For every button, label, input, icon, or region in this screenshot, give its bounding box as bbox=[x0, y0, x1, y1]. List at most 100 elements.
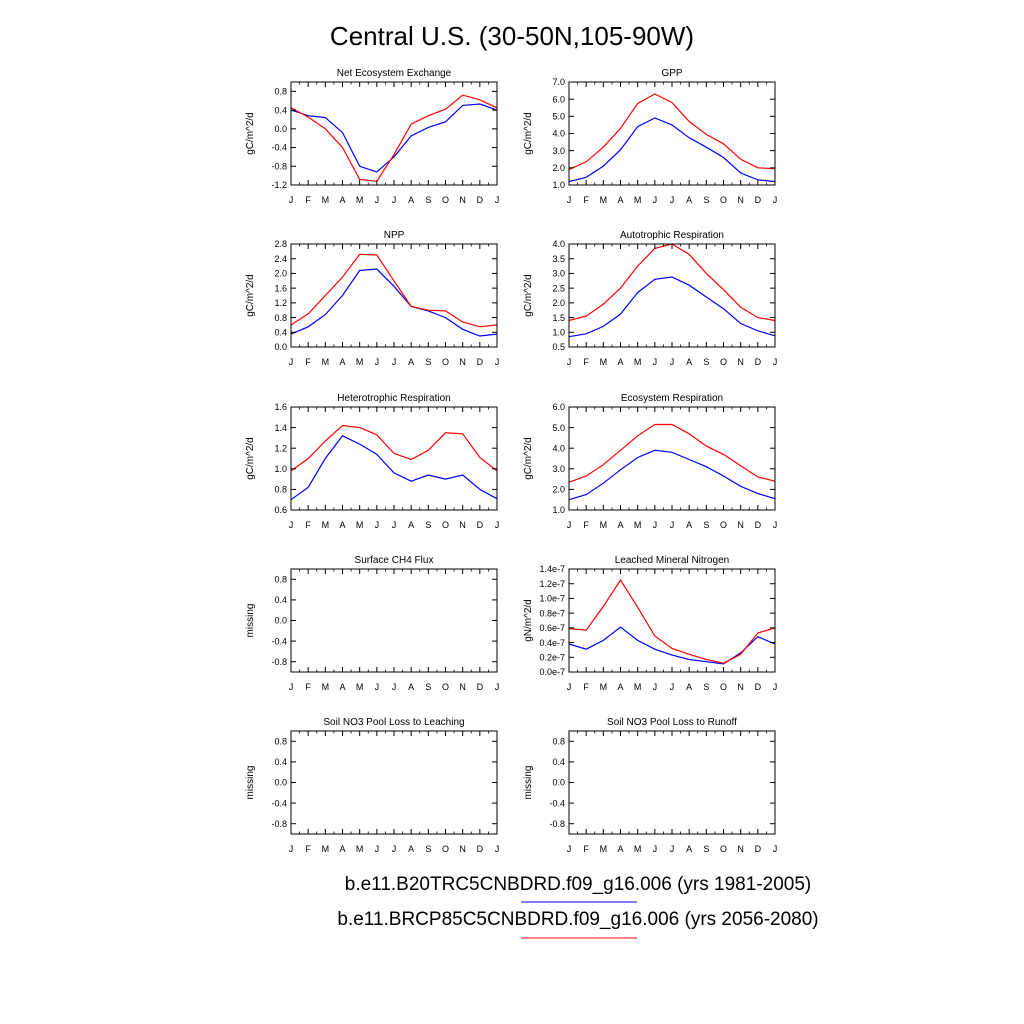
y-tick-label: 0.5 bbox=[552, 342, 565, 352]
y-tick-label: 0.8 bbox=[274, 87, 287, 97]
x-tick-label: D bbox=[755, 682, 762, 692]
x-tick-label: J bbox=[495, 844, 500, 854]
y-tick-label: 0.0e-7 bbox=[539, 667, 565, 677]
x-tick-label: O bbox=[720, 195, 727, 205]
x-tick-label: A bbox=[408, 357, 414, 367]
legend: b.e11.B20TRC5CNBDRD.f09_g16.006 (yrs 198… bbox=[337, 874, 819, 939]
y-tick-label: -0.8 bbox=[549, 819, 565, 829]
plot-frame bbox=[290, 730, 498, 835]
y-tick-label: 4.0 bbox=[552, 443, 565, 453]
x-tick-label: M bbox=[600, 682, 608, 692]
series-line-2 bbox=[568, 243, 776, 322]
series-line-1 bbox=[568, 276, 776, 338]
x-tick-label: J bbox=[289, 682, 294, 692]
y-axis-label: gC/m^2/d bbox=[523, 437, 534, 480]
x-tick-label: M bbox=[322, 195, 330, 205]
y-tick-label: 1.0e-7 bbox=[539, 594, 565, 604]
x-tick-label: M bbox=[322, 844, 330, 854]
panel-title: Heterotrophic Respiration bbox=[337, 393, 450, 404]
y-tick-label: -1.2 bbox=[271, 180, 287, 190]
x-tick-label: A bbox=[617, 195, 623, 205]
y-tick-label: 0.4 bbox=[274, 757, 287, 767]
x-tick-label: M bbox=[356, 195, 364, 205]
x-tick-label: O bbox=[442, 195, 449, 205]
x-tick-label: J bbox=[567, 195, 572, 205]
legend-label-2: b.e11.BRCP85C5CNBDRD.f09_g16.006 (yrs 20… bbox=[337, 909, 818, 930]
y-tick-label: -0.8 bbox=[271, 657, 287, 667]
x-tick-label: A bbox=[686, 682, 692, 692]
x-tick-label: N bbox=[459, 195, 466, 205]
x-tick-label: F bbox=[305, 844, 311, 854]
y-tick-label: 0.4 bbox=[274, 327, 287, 337]
y-axis-label: gC/m^2/d bbox=[523, 112, 534, 155]
x-tick-label: N bbox=[459, 520, 466, 530]
x-tick-label: J bbox=[289, 844, 294, 854]
y-tick-label: 4.0 bbox=[552, 129, 565, 139]
y-tick-label: -0.8 bbox=[271, 161, 287, 171]
x-tick-label: A bbox=[339, 357, 345, 367]
x-tick-label: M bbox=[600, 195, 608, 205]
y-tick-label: 0.6e-7 bbox=[539, 623, 565, 633]
y-tick-label: 3.0 bbox=[552, 464, 565, 474]
x-tick-label: O bbox=[442, 844, 449, 854]
x-tick-label: A bbox=[686, 195, 692, 205]
plot-frame bbox=[568, 730, 776, 835]
y-axis-label: missing bbox=[523, 766, 534, 800]
y-tick-label: 2.8 bbox=[274, 239, 287, 249]
x-tick-label: J bbox=[773, 195, 778, 205]
y-tick-label: 2.0 bbox=[552, 485, 565, 495]
panel-title: Ecosystem Respiration bbox=[621, 393, 723, 404]
x-tick-label: J bbox=[375, 682, 380, 692]
series-line-2 bbox=[568, 423, 776, 483]
x-tick-label: D bbox=[755, 195, 762, 205]
x-tick-label: J bbox=[670, 357, 675, 367]
x-tick-label: M bbox=[634, 357, 642, 367]
x-tick-label: M bbox=[356, 844, 364, 854]
x-tick-label: S bbox=[425, 520, 431, 530]
x-tick-label: J bbox=[289, 520, 294, 530]
x-tick-label: M bbox=[356, 357, 364, 367]
x-tick-label: M bbox=[600, 520, 608, 530]
series-line-1 bbox=[290, 103, 498, 173]
y-tick-label: 1.6 bbox=[274, 402, 287, 412]
y-tick-label: 1.2 bbox=[274, 298, 287, 308]
x-tick-label: D bbox=[477, 195, 484, 205]
y-tick-label: 2.0 bbox=[552, 163, 565, 173]
x-tick-label: J bbox=[653, 357, 658, 367]
x-tick-label: N bbox=[737, 844, 744, 854]
x-tick-label: J bbox=[670, 520, 675, 530]
x-tick-label: A bbox=[339, 520, 345, 530]
figure-title: Central U.S. (30-50N,105-90W) bbox=[330, 21, 694, 51]
y-tick-label: 0.4e-7 bbox=[539, 638, 565, 648]
y-tick-label: 1.5 bbox=[552, 313, 565, 323]
x-tick-label: D bbox=[477, 844, 484, 854]
x-tick-label: S bbox=[703, 195, 709, 205]
x-tick-label: D bbox=[755, 357, 762, 367]
y-tick-label: 1.0 bbox=[274, 464, 287, 474]
x-tick-label: S bbox=[703, 357, 709, 367]
y-tick-label: 0.0 bbox=[274, 616, 287, 626]
x-tick-label: F bbox=[583, 844, 589, 854]
x-tick-label: D bbox=[755, 520, 762, 530]
x-tick-label: A bbox=[339, 195, 345, 205]
x-tick-label: S bbox=[425, 682, 431, 692]
x-tick-label: J bbox=[773, 520, 778, 530]
panel-title: NPP bbox=[384, 230, 405, 241]
x-tick-label: M bbox=[356, 520, 364, 530]
y-tick-label: 1.2 bbox=[274, 443, 287, 453]
x-tick-label: N bbox=[737, 357, 744, 367]
y-tick-label: 0.8 bbox=[274, 575, 287, 585]
y-tick-label: 1.0 bbox=[552, 327, 565, 337]
x-tick-label: O bbox=[442, 520, 449, 530]
y-tick-label: 0.4 bbox=[552, 757, 565, 767]
x-tick-label: M bbox=[322, 682, 330, 692]
y-tick-label: 0.8 bbox=[274, 737, 287, 747]
series-line-2 bbox=[568, 93, 776, 171]
series-line-2 bbox=[568, 578, 776, 664]
x-tick-label: M bbox=[322, 357, 330, 367]
plot-frame bbox=[290, 81, 498, 186]
